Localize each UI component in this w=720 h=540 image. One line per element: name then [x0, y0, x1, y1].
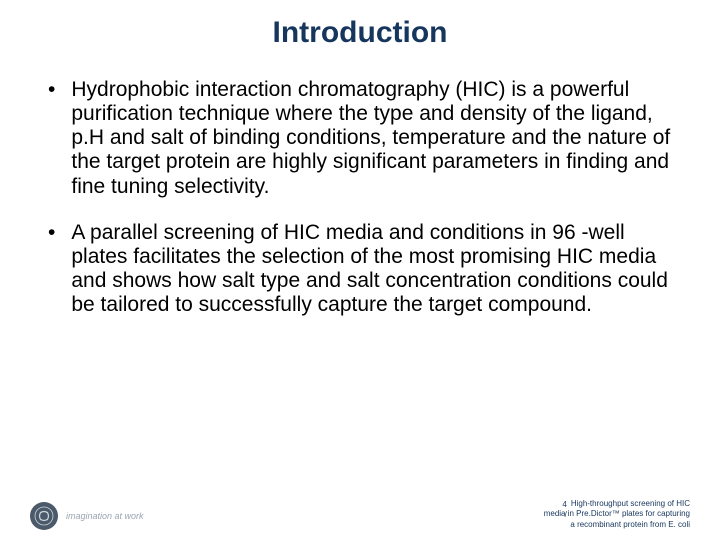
slide-footer: imagination at work 4 / High-throughput s… — [30, 499, 690, 530]
logo-tagline: imagination at work — [66, 511, 144, 521]
bullet-text: Hydrophobic interaction chromatography (… — [71, 78, 672, 199]
footer-caption: 4 / High-throughput screening of HIC medi… — [544, 499, 690, 530]
logo-block: imagination at work — [30, 502, 144, 530]
slide-body: • Hydrophobic interaction chromatography… — [0, 58, 720, 317]
bullet-text: A parallel screening of HIC media and co… — [71, 221, 672, 318]
bullet-marker: • — [48, 78, 55, 102]
ge-logo-icon — [30, 502, 58, 530]
slide-title: Introduction — [0, 0, 720, 58]
page-number: 4 / — [559, 500, 567, 508]
bullet-marker: • — [48, 221, 55, 245]
caption-line: media in Pre.Dictor™ plates for capturin… — [544, 509, 690, 519]
bullet-item: • A parallel screening of HIC media and … — [48, 221, 672, 318]
bullet-item: • Hydrophobic interaction chromatography… — [48, 78, 672, 199]
caption-line: High-throughput screening of HIC — [571, 499, 690, 508]
caption-line: a recombinant protein from E. coli — [544, 520, 690, 530]
